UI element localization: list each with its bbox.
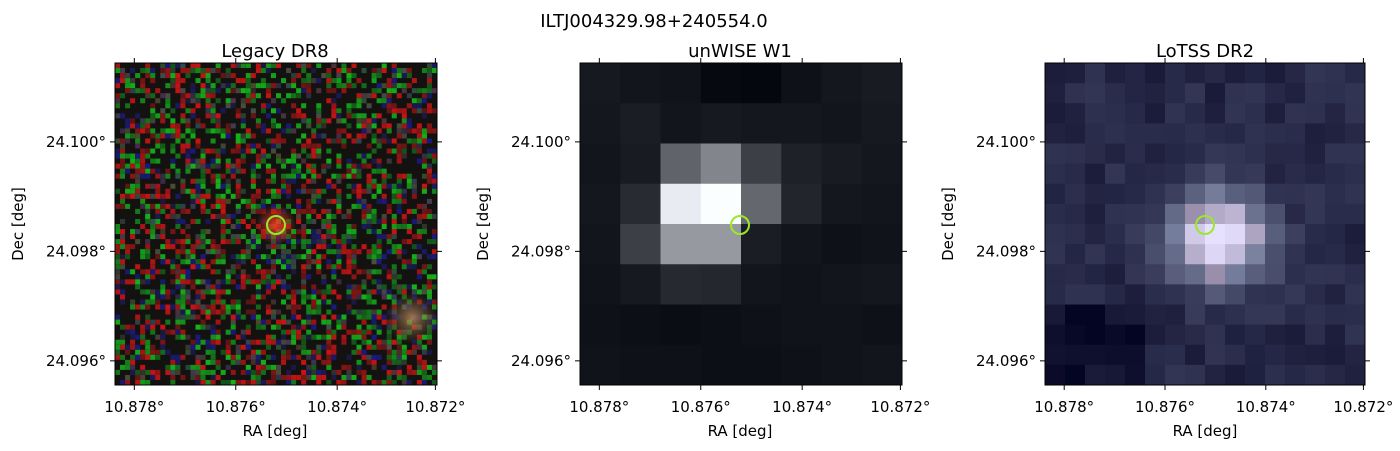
- source-marker-circle: [266, 215, 286, 235]
- panel-legacy-dr8: Legacy DR8 10.878° 10.876° 10.874° 10.872° 2…: [9, 41, 465, 440]
- axis-ticks: 10.878° 10.876° 10.874° 10.872° 24.100° 24.09…: [511, 58, 930, 416]
- panel-title: Legacy DR8: [221, 41, 328, 62]
- panel-unwise-w1: unWISE W1 10.878° 10.876° 10.874° 10.872° 24…: [474, 41, 930, 440]
- panel-lotss-dr2: LoTSS DR2 10.878° 10.876° 10.874° 10.872° 24…: [939, 41, 1393, 440]
- x-tick-label: 10.876°: [671, 398, 731, 416]
- y-axis-label: Dec [deg]: [474, 187, 492, 261]
- x-tick-label: 10.878°: [569, 398, 629, 416]
- y-tick-label: 24.096°: [511, 352, 571, 370]
- x-tick-label: 10.872°: [1333, 398, 1393, 416]
- legacy-image: [115, 63, 438, 385]
- x-tick-label: 10.878°: [1034, 398, 1094, 416]
- y-tick-label: 24.098°: [976, 242, 1036, 260]
- unwise-image: [580, 63, 903, 386]
- y-tick-label: 24.100°: [46, 133, 106, 151]
- x-axis-label: RA [deg]: [708, 422, 773, 440]
- y-tick-label: 24.096°: [976, 352, 1036, 370]
- axes-frame: [114, 62, 438, 386]
- lotss-image: [1045, 63, 1366, 386]
- x-tick-label: 10.872°: [870, 398, 930, 416]
- axis-ticks: 10.878° 10.876° 10.874° 10.872° 24.100° 24.09…: [46, 58, 465, 416]
- y-axis-label: Dec [deg]: [939, 187, 957, 261]
- panel-title: LoTSS DR2: [1156, 41, 1254, 62]
- x-tick-label: 10.878°: [104, 398, 164, 416]
- x-tick-label: 10.876°: [1135, 398, 1195, 416]
- x-tick-label: 10.874°: [1236, 398, 1296, 416]
- y-axis-label: Dec [deg]: [9, 187, 27, 261]
- y-tick-label: 24.096°: [46, 352, 106, 370]
- y-tick-label: 24.100°: [511, 133, 571, 151]
- x-tick-label: 10.874°: [772, 398, 832, 416]
- figure-title: ILTJ004329.98+240554.0: [540, 11, 767, 32]
- y-tick-label: 24.098°: [46, 242, 106, 260]
- x-axis-label: RA [deg]: [243, 422, 308, 440]
- y-tick-label: 24.098°: [511, 242, 571, 260]
- x-axis-label: RA [deg]: [1173, 422, 1238, 440]
- panel-title: unWISE W1: [688, 41, 792, 62]
- x-tick-label: 10.874°: [307, 398, 367, 416]
- axes-frame: [1044, 62, 1366, 386]
- y-tick-label: 24.100°: [976, 133, 1036, 151]
- source-marker-circle: [730, 215, 750, 235]
- x-tick-label: 10.876°: [206, 398, 266, 416]
- axes-frame: [579, 62, 903, 386]
- axis-ticks: 10.878° 10.876° 10.874° 10.872° 24.100° 24.09…: [976, 58, 1393, 416]
- x-tick-label: 10.872°: [405, 398, 465, 416]
- source-marker-circle: [1195, 215, 1215, 235]
